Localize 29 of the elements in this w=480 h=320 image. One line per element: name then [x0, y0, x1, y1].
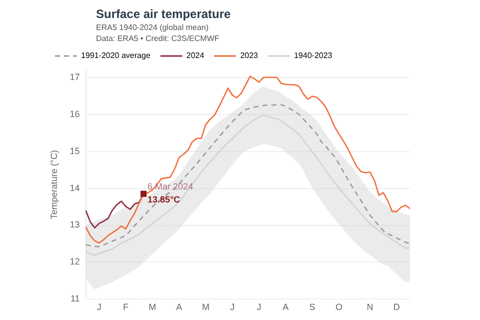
y-axis-title: Temperature (°C) — [48, 150, 59, 220]
x-tick-label: J — [256, 302, 262, 312]
y-tick-label: 16 — [70, 108, 80, 119]
text: Data: ERA5 • Credit: C3S/ECMWF — [96, 34, 220, 43]
x-tick-label: M — [202, 302, 210, 312]
y-tick-label: 14 — [70, 182, 80, 193]
y-tick-label: 13 — [70, 220, 80, 230]
y-tick-label: 17 — [70, 72, 80, 82]
legend-label: 2023 — [240, 51, 259, 60]
chart-title: Surface air temperature — [96, 7, 231, 21]
legend-label: 1991-2020 average — [81, 51, 151, 60]
y-tick-label: 15 — [70, 146, 80, 156]
annotation: 13.85°C — [148, 194, 181, 204]
x-tick-label: D — [393, 302, 400, 312]
x-tick-label: J — [230, 302, 235, 312]
legend-label: 2024 — [186, 51, 205, 60]
chart-subtitle: ERA5 1940-2024 (global mean) — [96, 23, 209, 32]
x-tick-label: O — [335, 302, 342, 312]
annotation: 6 Mar 2024 — [148, 181, 194, 192]
x-tick-label: N — [366, 302, 374, 312]
x-tick-label: A — [176, 302, 182, 312]
x-tick-label: M — [148, 302, 156, 312]
x-tick-label: A — [282, 302, 289, 312]
legend-label: 1940-2023 — [294, 51, 333, 60]
y-tick-label: 11 — [70, 294, 80, 304]
x-tick-label: F — [123, 302, 130, 312]
y-tick-label: 12 — [70, 256, 80, 267]
x-tick-label: S — [309, 302, 316, 312]
x-tick-label: J — [96, 302, 102, 312]
